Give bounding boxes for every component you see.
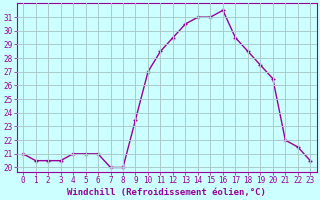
X-axis label: Windchill (Refroidissement éolien,°C): Windchill (Refroidissement éolien,°C) xyxy=(67,188,266,197)
